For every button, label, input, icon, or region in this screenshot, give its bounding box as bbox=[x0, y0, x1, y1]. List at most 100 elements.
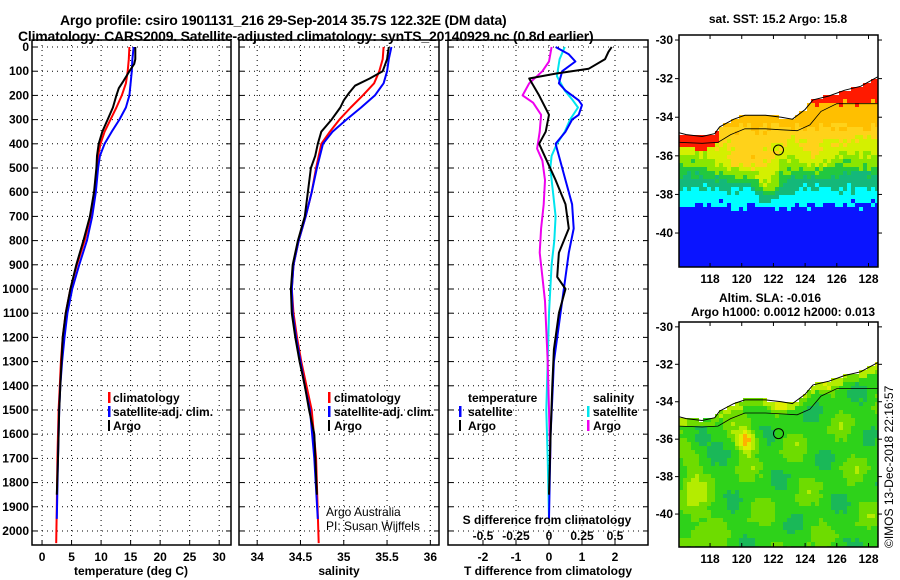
map-cell bbox=[683, 466, 687, 470]
map-cell bbox=[823, 410, 827, 414]
map-cell bbox=[799, 183, 803, 187]
map-cell bbox=[867, 390, 871, 394]
map-cell bbox=[779, 446, 783, 450]
map-cell bbox=[739, 414, 743, 418]
map-cell bbox=[767, 406, 771, 410]
series-line-temperature-satellite bbox=[548, 46, 583, 519]
map-cell bbox=[799, 446, 803, 450]
salinity-xlabel: salinity bbox=[318, 564, 360, 578]
map-cell bbox=[819, 494, 823, 498]
map-cell bbox=[775, 538, 779, 542]
map-cell bbox=[863, 263, 867, 267]
map-cell bbox=[759, 494, 763, 498]
x-tick-label: 15 bbox=[124, 550, 138, 564]
map-cell bbox=[851, 263, 855, 267]
map-cell bbox=[871, 203, 875, 207]
map-cell bbox=[819, 195, 823, 199]
map-cell bbox=[687, 526, 691, 530]
map-cell bbox=[791, 510, 795, 514]
map-cell bbox=[851, 462, 855, 466]
map-cell bbox=[695, 486, 699, 490]
map-cell bbox=[811, 430, 815, 434]
map-cell bbox=[847, 450, 851, 454]
map-cell bbox=[783, 498, 787, 502]
map-cell bbox=[807, 139, 811, 143]
map-cell bbox=[743, 514, 747, 518]
map-cell bbox=[763, 414, 767, 418]
map-cell bbox=[795, 243, 799, 247]
map-cell bbox=[839, 155, 843, 159]
map-cell bbox=[855, 195, 859, 199]
map-cell bbox=[779, 247, 783, 251]
map-cell bbox=[843, 402, 847, 406]
map-cell bbox=[751, 199, 755, 203]
map-cell bbox=[719, 490, 723, 494]
map-cell bbox=[863, 390, 867, 394]
map-cell bbox=[803, 219, 807, 223]
map-cell bbox=[755, 494, 759, 498]
map-cell bbox=[851, 131, 855, 135]
map-cell bbox=[795, 239, 799, 243]
map-cell bbox=[871, 482, 875, 486]
map-cell bbox=[711, 211, 715, 215]
map-cell bbox=[679, 191, 683, 195]
map-cell bbox=[711, 494, 715, 498]
map-cell bbox=[771, 119, 775, 123]
map-cell bbox=[807, 203, 811, 207]
y-tick-label: 200 bbox=[9, 88, 29, 102]
map-cell bbox=[787, 183, 791, 187]
map-cell bbox=[855, 426, 859, 430]
map-cell bbox=[711, 207, 715, 211]
map-cell bbox=[859, 470, 863, 474]
map-cell bbox=[751, 518, 755, 522]
map-cell bbox=[847, 418, 851, 422]
map-cell bbox=[847, 239, 851, 243]
map-cell bbox=[803, 187, 807, 191]
map-cell bbox=[747, 526, 751, 530]
map-cell bbox=[791, 514, 795, 518]
lat-tick-label: -40 bbox=[656, 226, 674, 240]
map-cell bbox=[867, 490, 871, 494]
map-cell bbox=[811, 191, 815, 195]
map-cell bbox=[875, 159, 878, 163]
map-cell bbox=[811, 530, 815, 534]
map-cell bbox=[843, 522, 847, 526]
map-cell bbox=[683, 187, 687, 191]
map-cell bbox=[715, 518, 719, 522]
map-cell bbox=[791, 223, 795, 227]
map-cell bbox=[863, 251, 867, 255]
map-cell bbox=[791, 454, 795, 458]
map-cell bbox=[823, 406, 827, 410]
map-cell bbox=[819, 446, 823, 450]
map-cell bbox=[763, 223, 767, 227]
map-cell bbox=[727, 422, 731, 426]
map-cell bbox=[875, 171, 878, 175]
map-cell bbox=[679, 167, 683, 171]
map-cell bbox=[779, 498, 783, 502]
sla-map-title-line1: Altim. SLA: -0.016 bbox=[719, 291, 821, 305]
map-cell bbox=[803, 259, 807, 263]
map-cell bbox=[735, 183, 739, 187]
map-cell bbox=[719, 510, 723, 514]
map-cell bbox=[727, 243, 731, 247]
map-cell bbox=[795, 474, 799, 478]
map-cell bbox=[679, 418, 683, 422]
map-cell bbox=[687, 514, 691, 518]
map-cell bbox=[827, 239, 831, 243]
map-cell bbox=[835, 131, 839, 135]
map-cell bbox=[767, 131, 771, 135]
map-cell bbox=[799, 175, 803, 179]
map-cell bbox=[851, 402, 855, 406]
map-cell bbox=[791, 438, 795, 442]
map-cell bbox=[835, 103, 839, 107]
map-cell bbox=[723, 235, 727, 239]
map-cell bbox=[751, 482, 755, 486]
map-cell bbox=[767, 502, 771, 506]
map-cell bbox=[735, 159, 739, 163]
map-cell bbox=[875, 446, 878, 450]
map-cell bbox=[703, 147, 707, 151]
map-cell bbox=[863, 167, 867, 171]
map-cell bbox=[863, 514, 867, 518]
map-cell bbox=[859, 418, 863, 422]
map-cell bbox=[743, 223, 747, 227]
